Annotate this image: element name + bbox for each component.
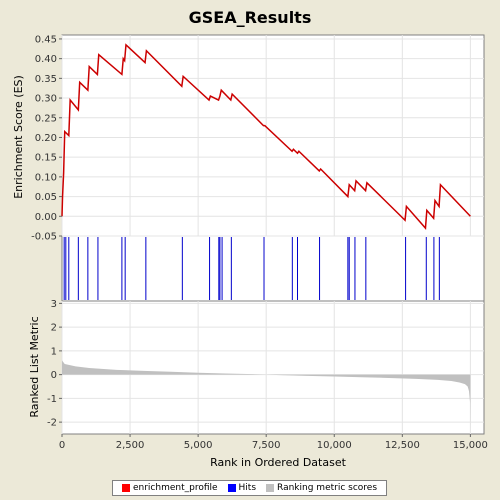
enrichment-grid — [61, 35, 484, 237]
y-tick-label: 0.05 — [35, 192, 57, 203]
y-tick-label: -0.05 — [31, 232, 57, 243]
y-tick-label: 3 — [51, 299, 57, 310]
y-tick-label: 2 — [51, 323, 57, 334]
x-label: Rank in Ordered Dataset — [210, 456, 347, 469]
y-tick-label: -1 — [47, 394, 57, 405]
y-tick-label: 0.10 — [35, 172, 57, 183]
metric-y-ticks: -2 -1 0 1 2 3 — [47, 299, 62, 429]
chart-title: GSEA_Results — [189, 8, 312, 27]
legend-label: enrichment_profile — [132, 483, 218, 493]
y-tick-label: 0.15 — [35, 153, 57, 164]
x-tick-label: 12,500 — [385, 440, 420, 451]
y-tick-label: 0.35 — [35, 74, 57, 85]
metric-panel — [61, 300, 485, 435]
y-label-enrichment: Enrichment Score (ES) — [12, 75, 25, 199]
x-tick-label: 10,000 — [317, 440, 352, 451]
y-tick-label: 0.00 — [35, 212, 57, 223]
x-tick-label: 5,000 — [184, 440, 213, 451]
y-tick-label: 0.40 — [35, 54, 57, 65]
y-tick-label: 0 — [51, 370, 57, 381]
x-tick-label: 15,000 — [453, 440, 488, 451]
legend-label: Hits — [238, 483, 257, 493]
x-tick-label: 7,500 — [252, 440, 281, 451]
legend-swatch-blue — [227, 484, 236, 492]
y-tick-label: 0.45 — [35, 34, 57, 45]
x-tick-label: 0 — [59, 440, 65, 451]
y-tick-label: 0.25 — [35, 113, 57, 124]
legend-swatch-red — [121, 484, 130, 492]
legend-item-enrichment-profile: enrichment_profile — [121, 483, 218, 493]
enrichment-profile-line — [61, 43, 471, 230]
legend-swatch-gray — [266, 484, 275, 492]
y-tick-label: 0.30 — [35, 94, 57, 105]
enrichment-panel — [61, 34, 485, 237]
enrichment-profile-path — [61, 43, 471, 230]
y-tick-label: 1 — [51, 346, 57, 357]
y-tick-label: 0.20 — [35, 133, 57, 144]
legend-item-hits: Hits — [227, 483, 257, 493]
hit-lines — [63, 237, 440, 300]
y-tick-label: -2 — [47, 418, 57, 429]
x-tick-label: 2,500 — [116, 440, 145, 451]
x-ticks: 0 2,500 5,000 7,500 10,000 12,500 15,000 — [59, 434, 488, 451]
hits-panel — [61, 235, 485, 302]
enrichment-y-ticks: -0.05 0.00 0.05 0.10 0.15 0.20 0.25 0.30 0.35 0.4… — [31, 34, 62, 243]
legend: enrichment_profile Hits Ranking metric s… — [112, 480, 387, 496]
legend-label: Ranking metric scores — [277, 483, 378, 493]
legend-item-ranking-metric: Ranking metric scores — [266, 483, 377, 493]
y-label-metric: Ranked List Metric — [28, 316, 41, 417]
